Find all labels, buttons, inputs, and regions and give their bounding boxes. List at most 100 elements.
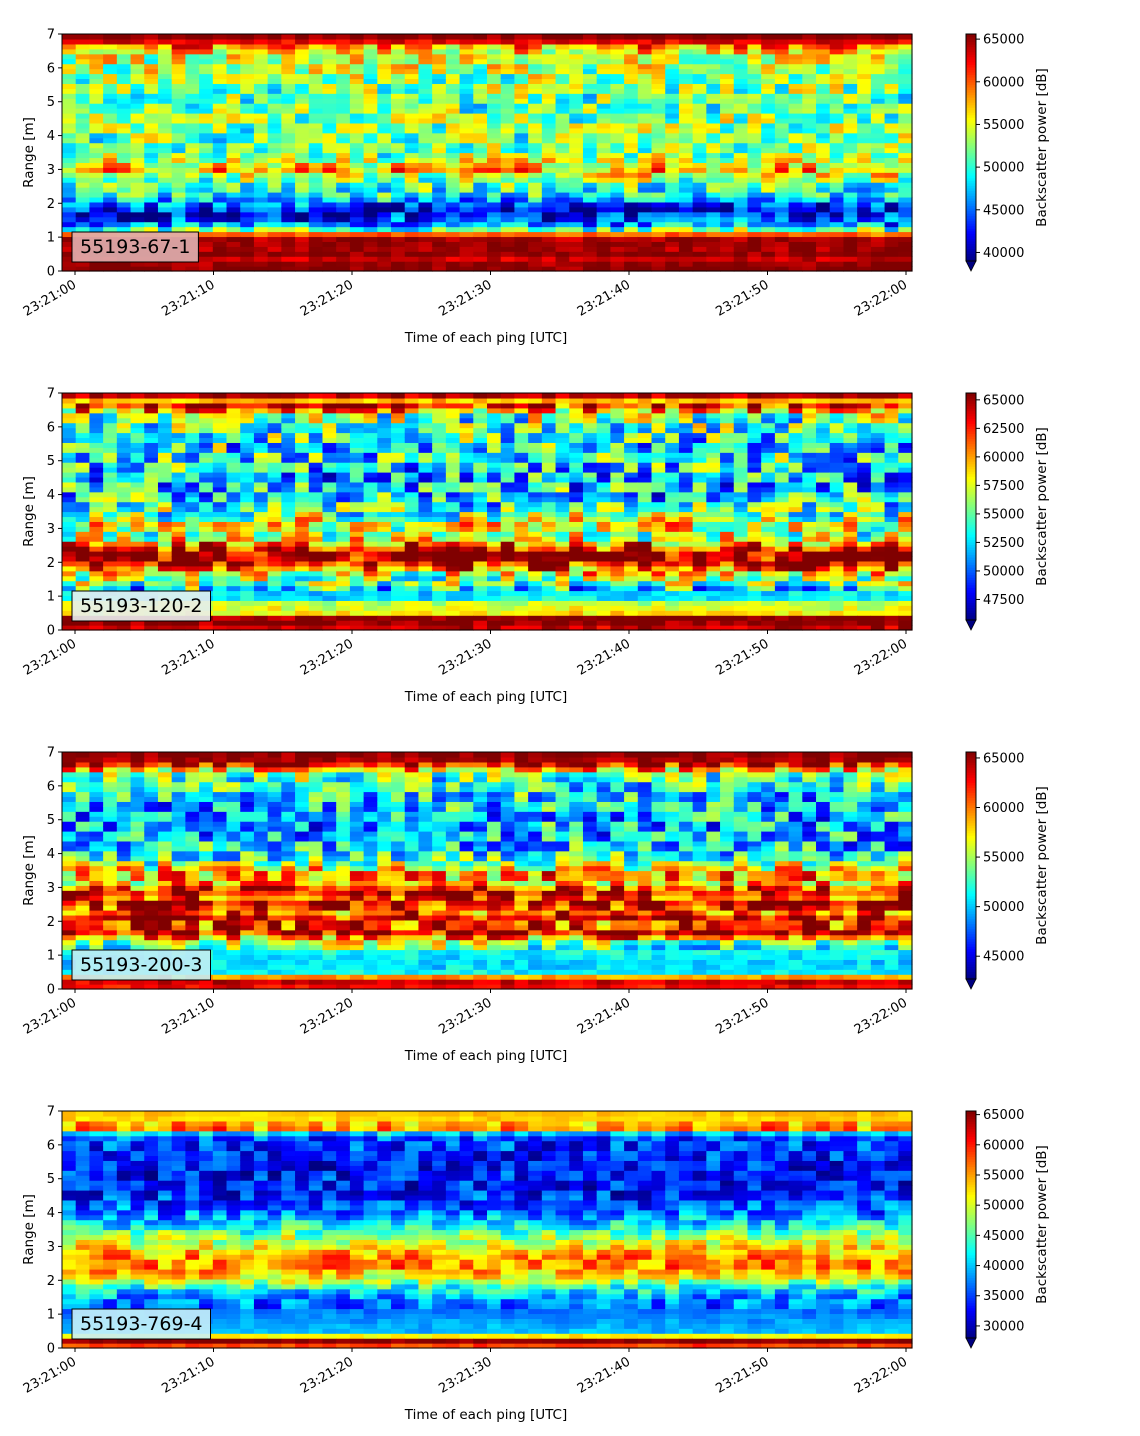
heatmap-cell [528,536,543,542]
heatmap-cell [884,266,899,272]
heatmap-cell [267,575,282,582]
heatmap-cell [857,38,872,45]
heatmap-cell [445,570,461,577]
heatmap-cell [157,98,173,104]
heatmap-cell [514,68,529,75]
heatmap-cell [445,34,461,40]
heatmap-cell [363,452,378,458]
heatmap-cell [144,58,159,65]
heatmap-cell [171,531,186,537]
heatmap-cell [459,142,474,149]
heatmap-cell [514,113,529,119]
heatmap-cell [720,34,735,40]
heatmap-cell [267,201,282,208]
heatmap-cell [226,108,241,114]
heatmap-cell [130,196,145,203]
heatmap-cell [62,201,77,208]
heatmap-cell [418,137,433,144]
heatmap-cell [171,108,186,114]
heatmap-cell [541,192,557,198]
heatmap-cell [322,615,337,621]
heatmap-cell [349,462,365,468]
heatmap-cell [473,521,488,527]
heatmap-cell [157,103,173,109]
heatmap-cell [884,196,899,203]
heatmap-cell [528,142,543,149]
heatmap-cell [541,73,557,80]
heatmap-cell [130,555,145,562]
heatmap-cell [637,78,653,84]
x-tick-label: 23:21:10 [159,277,217,319]
heatmap-cell [870,221,886,228]
heatmap-cell [212,78,228,84]
heatmap-cell [116,496,132,503]
heatmap-cell [322,48,337,55]
heatmap-cell [404,570,420,577]
heatmap-cell [514,236,529,242]
heatmap-cell [336,43,351,50]
heatmap-cell [678,246,694,252]
heatmap-cell [610,266,625,272]
heatmap-cell [816,132,831,139]
heatmap-cell [185,511,200,518]
heatmap-cell [404,48,420,55]
heatmap-cell [253,516,269,522]
heatmap-cell [651,172,666,178]
heatmap-cell [75,216,91,223]
heatmap-cell [89,452,104,458]
heatmap-cell [541,167,557,173]
heatmap-cell [144,48,159,55]
heatmap-cell [514,246,529,252]
heatmap-cell [459,422,474,429]
heatmap-cell [788,221,803,228]
heatmap-cell [706,162,721,168]
heatmap-cell [130,476,145,483]
heatmap-cell [857,256,872,262]
heatmap-cell [692,98,707,104]
heatmap-cell [733,132,749,139]
heatmap-cell [349,236,365,242]
heatmap-cell [514,137,529,144]
heatmap-cell [404,625,420,631]
colorbar-segment [966,150,976,154]
heatmap-cell [199,53,214,60]
heatmap-cell [295,167,310,173]
heatmap-cell [541,442,557,448]
heatmap-cell [322,575,337,582]
heatmap-cell [596,122,611,129]
heatmap-cell [473,152,488,159]
heatmap-cell [212,393,228,399]
heatmap-cell [637,83,653,89]
heatmap-cell [692,162,707,168]
heatmap-cell [363,221,378,228]
heatmap-cell [199,142,214,149]
heatmap-cell [404,53,420,60]
heatmap-cell [404,137,420,144]
heatmap-cell [898,127,913,134]
heatmap-cell [199,177,214,183]
heatmap-cell [404,43,420,50]
heatmap-cell [185,580,200,587]
heatmap-cell [212,206,228,213]
heatmap-cell [432,422,447,429]
heatmap-cell [555,142,570,149]
heatmap-cell [391,625,406,631]
colorbar-segment [966,180,976,184]
heatmap-cell [459,516,474,522]
heatmap-cell [171,393,186,399]
heatmap-cell [199,196,214,203]
heatmap-cell [528,53,543,60]
heatmap-cell [528,201,543,208]
heatmap-cell [377,187,392,193]
heatmap-cell [157,261,173,267]
heatmap-cell [473,402,488,409]
heatmap-cell [487,526,502,532]
heatmap-cell [720,157,735,163]
heatmap-cell [610,147,625,154]
heatmap-cell [418,412,433,419]
heatmap-cell [336,427,351,434]
heatmap-cell [692,266,707,272]
heatmap-cell [816,98,831,104]
heatmap-cell [281,501,296,508]
heatmap-cell [363,412,378,419]
